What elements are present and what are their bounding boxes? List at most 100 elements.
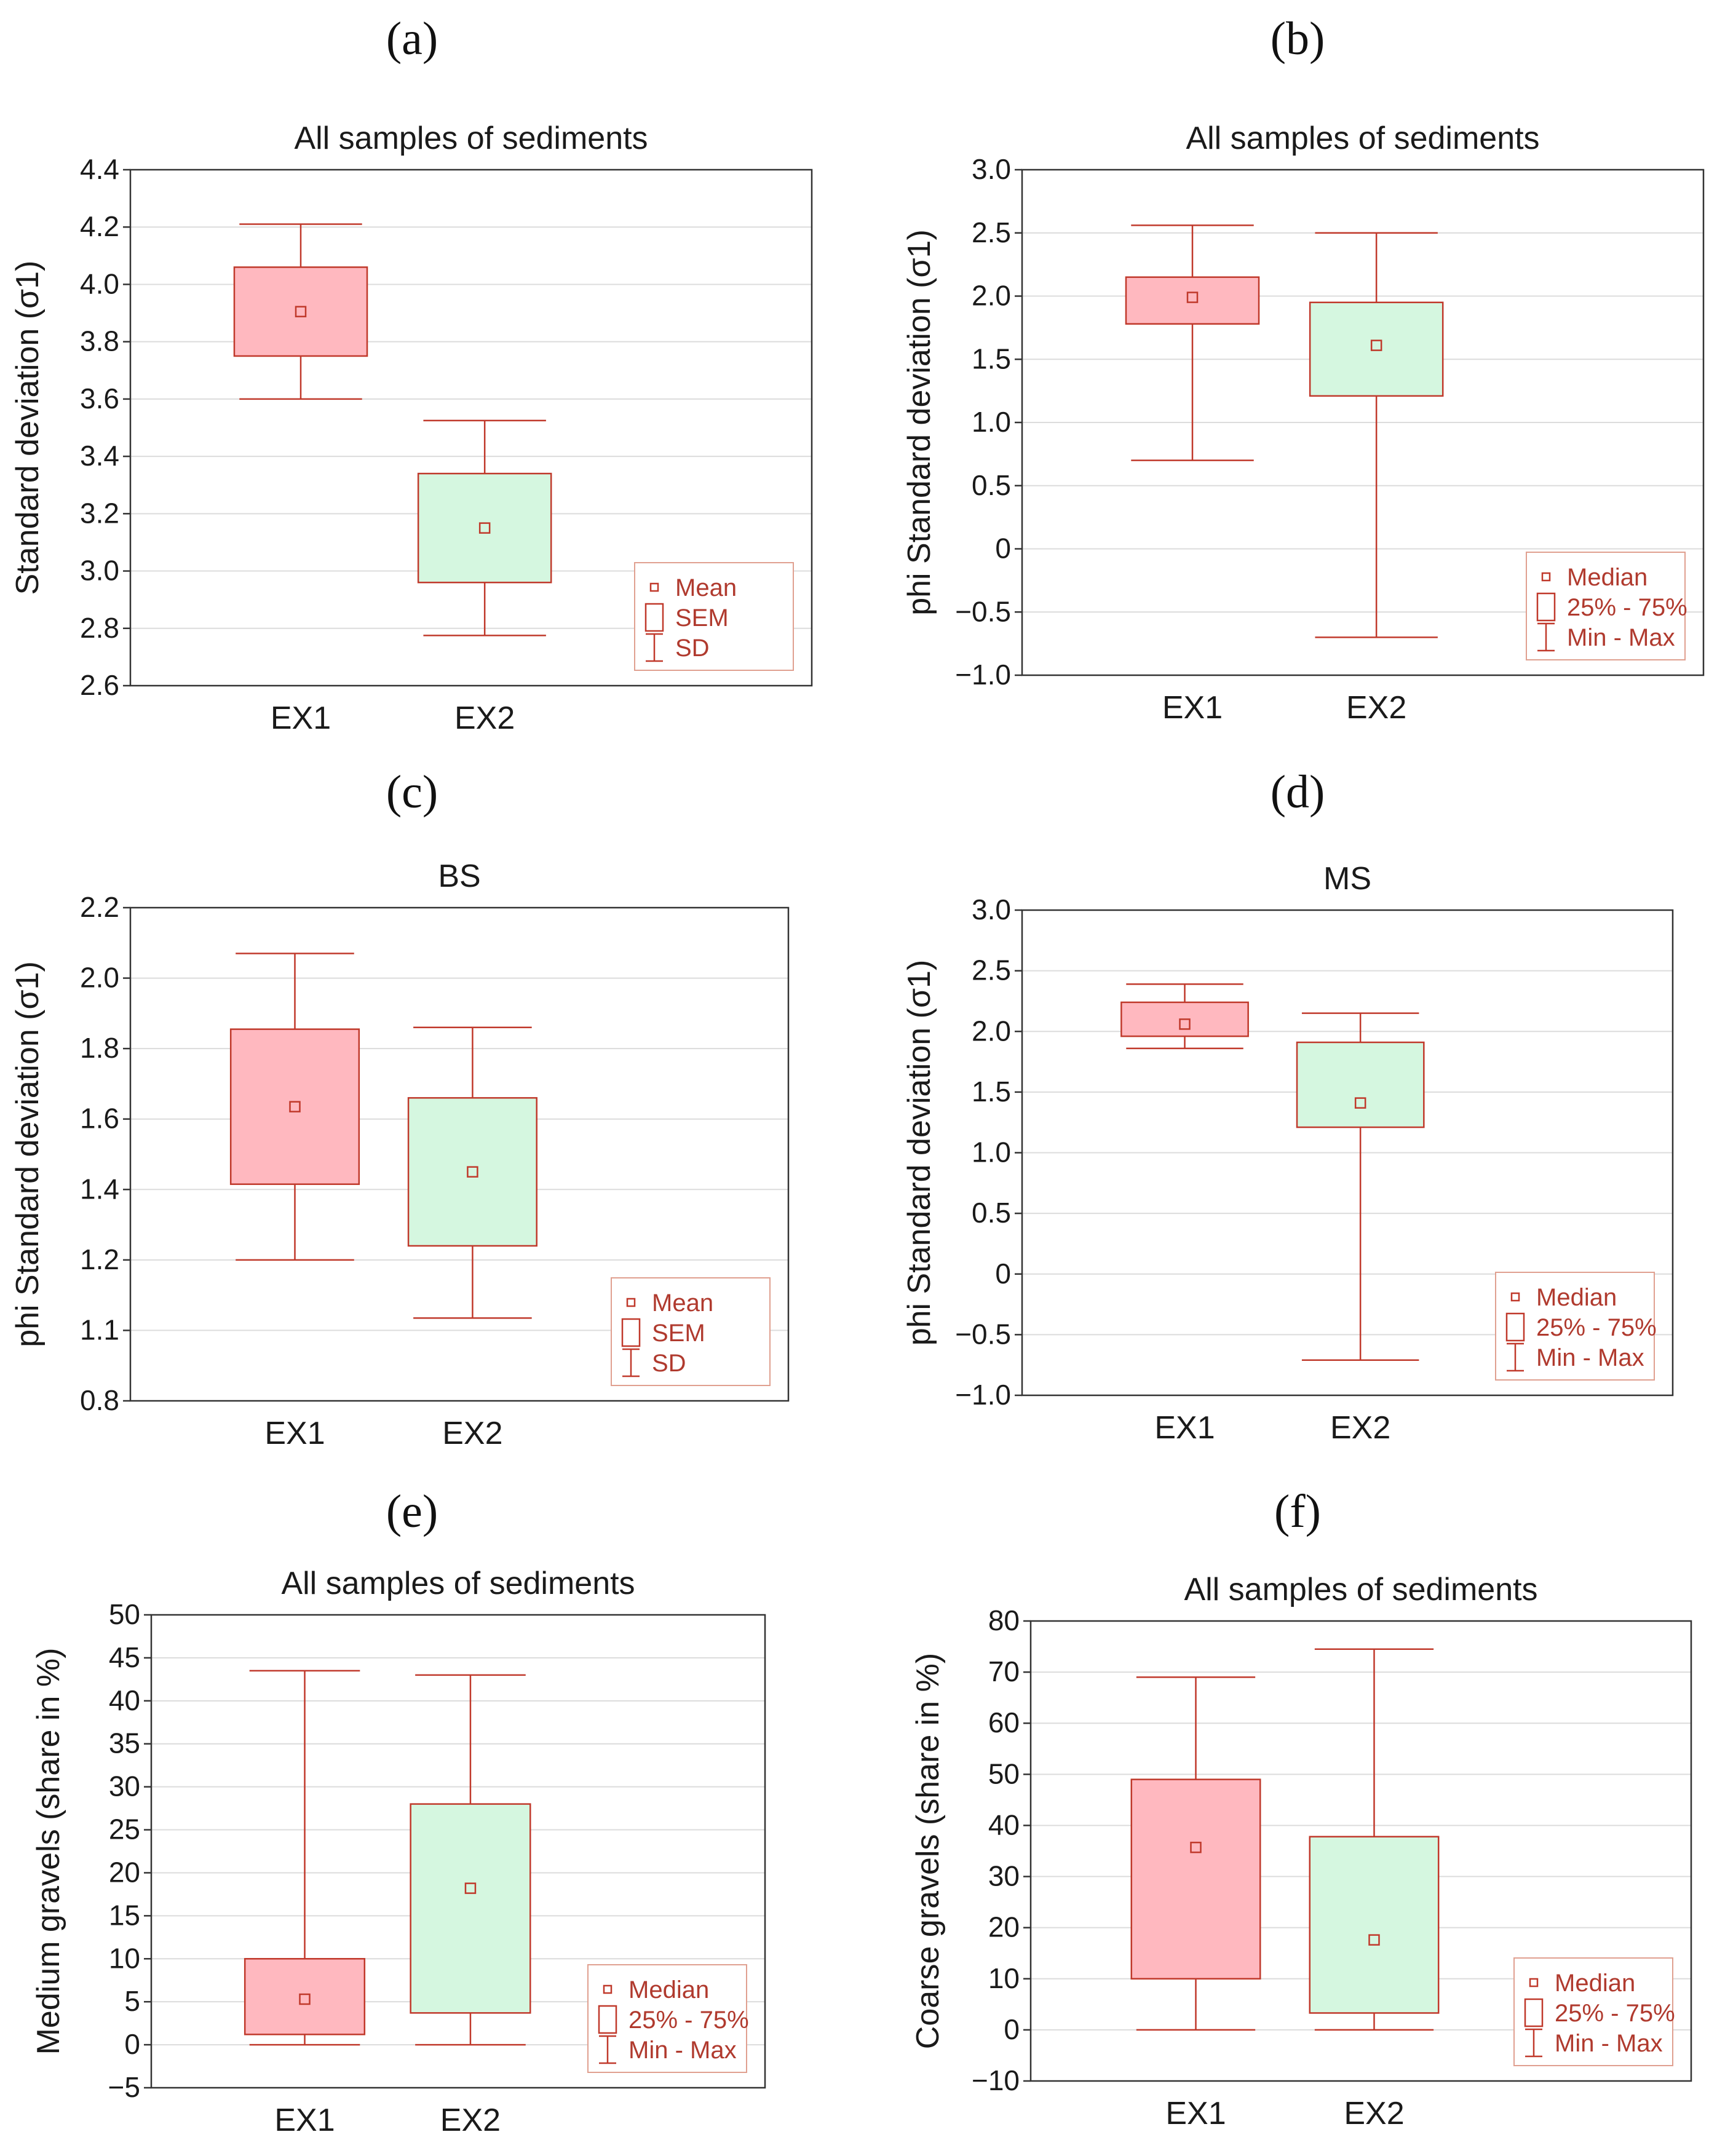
x-category-label: EX1: [264, 1416, 325, 1451]
box-ex2: [1309, 301, 1444, 397]
y-tick-label: −5: [108, 2071, 140, 2103]
y-tick-label: 3.0: [972, 153, 1011, 185]
legend-box: [1526, 552, 1686, 660]
legend-label: Median: [1567, 564, 1648, 591]
y-tick-label: 50: [988, 1758, 1020, 1789]
box-ex1: [233, 266, 368, 357]
y-tick-label: 3.4: [80, 440, 119, 472]
y-tick-label: 45: [109, 1641, 140, 1673]
legend-label: 25% - 75%: [1536, 1314, 1657, 1341]
y-tick-label: 0: [995, 1258, 1011, 1290]
y-tick-label: 80: [988, 1604, 1020, 1636]
center-marker-ex1: [289, 1101, 301, 1112]
y-tick-label: 4.0: [80, 268, 119, 299]
legend-box: [1513, 1957, 1673, 2066]
legend-label: 25% - 75%: [1567, 594, 1687, 621]
center-marker-ex1: [295, 306, 307, 317]
y-tick-label: 3.8: [80, 325, 119, 357]
legend-label: Mean: [675, 574, 737, 601]
y-tick-label: 10: [988, 1962, 1020, 1994]
legend-box-icon: [644, 603, 664, 632]
legend-center-icon: [1529, 1978, 1539, 1988]
legend-box-icon: [1505, 1312, 1525, 1342]
panel-label-b: (b): [1270, 13, 1325, 65]
y-axis-label: Medium gravels (share in %): [31, 1648, 66, 2055]
y-tick-label: 2.5: [972, 954, 1011, 986]
legend-label: SD: [652, 1350, 686, 1377]
y-tick-label: 1.5: [972, 343, 1011, 375]
x-category-label: EX1: [1162, 690, 1223, 726]
plot-frame: [1029, 1620, 1692, 2082]
legend-label: SD: [675, 635, 710, 662]
legend-label: 25% - 75%: [628, 2007, 749, 2034]
legend-label: Mean: [652, 1290, 713, 1317]
y-tick-label: 1.5: [972, 1076, 1011, 1108]
box-ex1: [229, 1028, 360, 1185]
x-category-label: EX2: [1344, 2096, 1404, 2131]
legend-label: Median: [1536, 1284, 1617, 1311]
y-tick-label: 1.1: [80, 1314, 119, 1346]
legend-label: SEM: [675, 604, 729, 632]
y-tick-label: 3.2: [80, 497, 119, 529]
y-tick-label: 2.2: [80, 891, 119, 923]
y-tick-label: 40: [988, 1809, 1020, 1841]
legend-box-icon: [621, 1318, 641, 1347]
x-category-label: EX2: [442, 1416, 502, 1451]
y-tick-label: 15: [109, 1899, 140, 1931]
legend-label: SEM: [652, 1320, 705, 1347]
center-marker-ex2: [1368, 1934, 1380, 1946]
y-tick-label: 60: [988, 1706, 1020, 1738]
y-tick-label: 0.5: [972, 469, 1011, 501]
legend-label: 25% - 75%: [1555, 2000, 1675, 2027]
legend-box: [1495, 1272, 1655, 1381]
y-axis-label: phi Standard deviation (σ1): [902, 960, 937, 1346]
y-tick-label: 70: [988, 1655, 1020, 1687]
y-tick-label: −0.5: [955, 1318, 1011, 1350]
x-category-label: EX1: [1154, 1410, 1215, 1446]
y-axis-label: phi Standard deviation (σ1): [10, 961, 46, 1347]
y-tick-label: 20: [988, 1911, 1020, 1943]
legend-center-icon: [649, 582, 659, 592]
center-marker-ex1: [1186, 291, 1199, 303]
legend-box-icon: [1536, 592, 1556, 622]
y-tick-label: 2.6: [80, 669, 119, 701]
y-tick-label: 1.6: [80, 1103, 119, 1135]
center-marker-ex2: [467, 1166, 478, 1178]
box-ex2: [407, 1097, 537, 1247]
y-tick-label: 0: [124, 2028, 140, 2060]
y-tick-label: −10: [972, 2064, 1020, 2096]
legend-box-icon: [1524, 1998, 1544, 2027]
box-ex1: [1125, 276, 1260, 325]
legend-center-icon: [603, 1984, 613, 1994]
y-tick-label: 35: [109, 1727, 140, 1759]
legend-box: [611, 1277, 771, 1386]
plot-frame: [129, 168, 813, 687]
x-category-label: EX1: [1165, 2096, 1226, 2131]
box-ex2: [410, 1803, 531, 2014]
y-tick-label: 2.0: [972, 280, 1011, 312]
legend-label: Min - Max: [628, 2037, 737, 2064]
y-tick-label: 1.8: [80, 1032, 119, 1064]
x-category-label: EX1: [271, 700, 331, 736]
y-tick-label: −1.0: [955, 659, 1011, 691]
x-category-label: EX2: [454, 700, 515, 736]
y-tick-label: 4.4: [80, 153, 119, 185]
y-axis-label: Standard deviation (σ1): [10, 261, 46, 595]
box-ex1: [1130, 1778, 1261, 1980]
legend-box-icon: [598, 2005, 617, 2034]
box-ex2: [417, 472, 552, 584]
y-tick-label: 1.4: [80, 1173, 119, 1205]
y-tick-label: 20: [109, 1856, 140, 1888]
y-tick-label: −1.0: [955, 1379, 1011, 1411]
panel-label-a: (a): [386, 13, 438, 65]
box-ex2: [1309, 1836, 1440, 2014]
x-category-label: EX2: [1346, 690, 1406, 726]
chart-title: All samples of sediments: [294, 121, 648, 156]
y-tick-label: −0.5: [955, 595, 1011, 627]
y-tick-label: 25: [109, 1813, 140, 1845]
x-category-label: EX1: [274, 2102, 335, 2138]
